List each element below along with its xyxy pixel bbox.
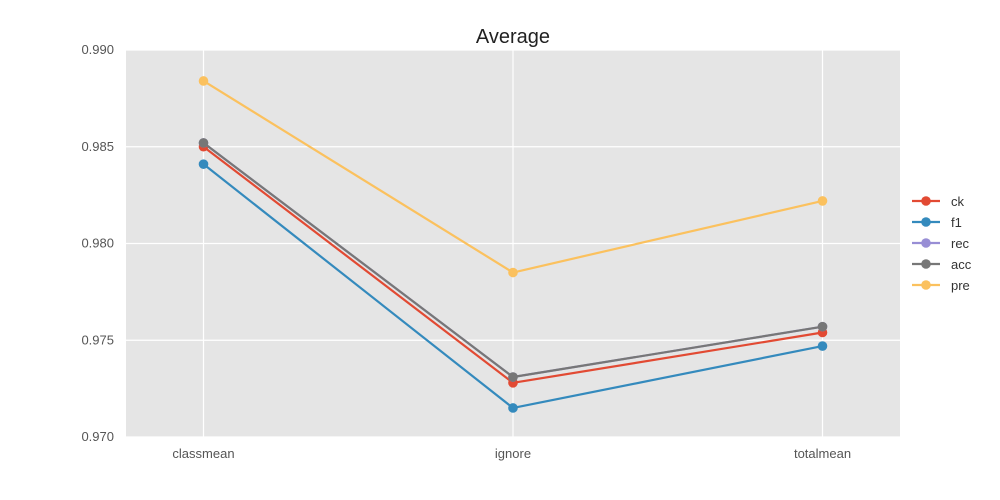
legend-label: pre xyxy=(951,278,970,293)
data-point-pre xyxy=(508,267,518,278)
legend-label: ck xyxy=(951,194,965,209)
data-point-acc xyxy=(198,138,209,148)
series-f1 xyxy=(198,159,828,413)
x-tick-label: totalmean xyxy=(794,446,851,461)
legend-item-rec: rec xyxy=(912,236,970,251)
legend-marker xyxy=(921,280,931,290)
legend-label: rec xyxy=(951,236,970,251)
series-group xyxy=(198,76,828,413)
y-tick-label: 0.975 xyxy=(81,332,114,347)
legend-marker xyxy=(921,217,931,227)
legend: ck f1 rec acc pre xyxy=(912,194,972,293)
x-tick-label: ignore xyxy=(495,446,531,461)
y-tick-label: 0.990 xyxy=(81,42,114,57)
data-point-pre xyxy=(817,196,828,206)
legend-item-acc: acc xyxy=(912,257,972,272)
data-point-f1 xyxy=(508,403,518,413)
legend-item-pre: pre xyxy=(912,278,970,293)
data-point-f1 xyxy=(198,159,209,169)
data-point-pre xyxy=(198,76,209,86)
chart-title: Average xyxy=(476,26,550,48)
data-point-acc xyxy=(817,321,828,332)
data-point-f1 xyxy=(817,341,828,351)
legend-label: f1 xyxy=(951,215,962,230)
x-tick-label: classmean xyxy=(172,446,234,461)
x-axis-ticks: classmean ignore totalmean xyxy=(172,446,851,461)
legend-item-ck: ck xyxy=(912,194,965,209)
y-tick-label: 0.980 xyxy=(81,236,114,251)
legend-marker xyxy=(921,259,931,269)
legend-marker xyxy=(921,196,931,206)
y-axis-ticks: 0.970 0.975 0.980 0.985 0.990 xyxy=(81,42,114,444)
legend-marker xyxy=(921,238,931,248)
y-tick-label: 0.985 xyxy=(81,139,114,154)
y-tick-label: 0.970 xyxy=(81,429,114,444)
legend-label: acc xyxy=(951,257,972,272)
series-pre xyxy=(198,76,828,278)
data-point-acc xyxy=(508,372,518,382)
legend-item-f1: f1 xyxy=(912,215,962,230)
series-acc xyxy=(198,138,828,382)
